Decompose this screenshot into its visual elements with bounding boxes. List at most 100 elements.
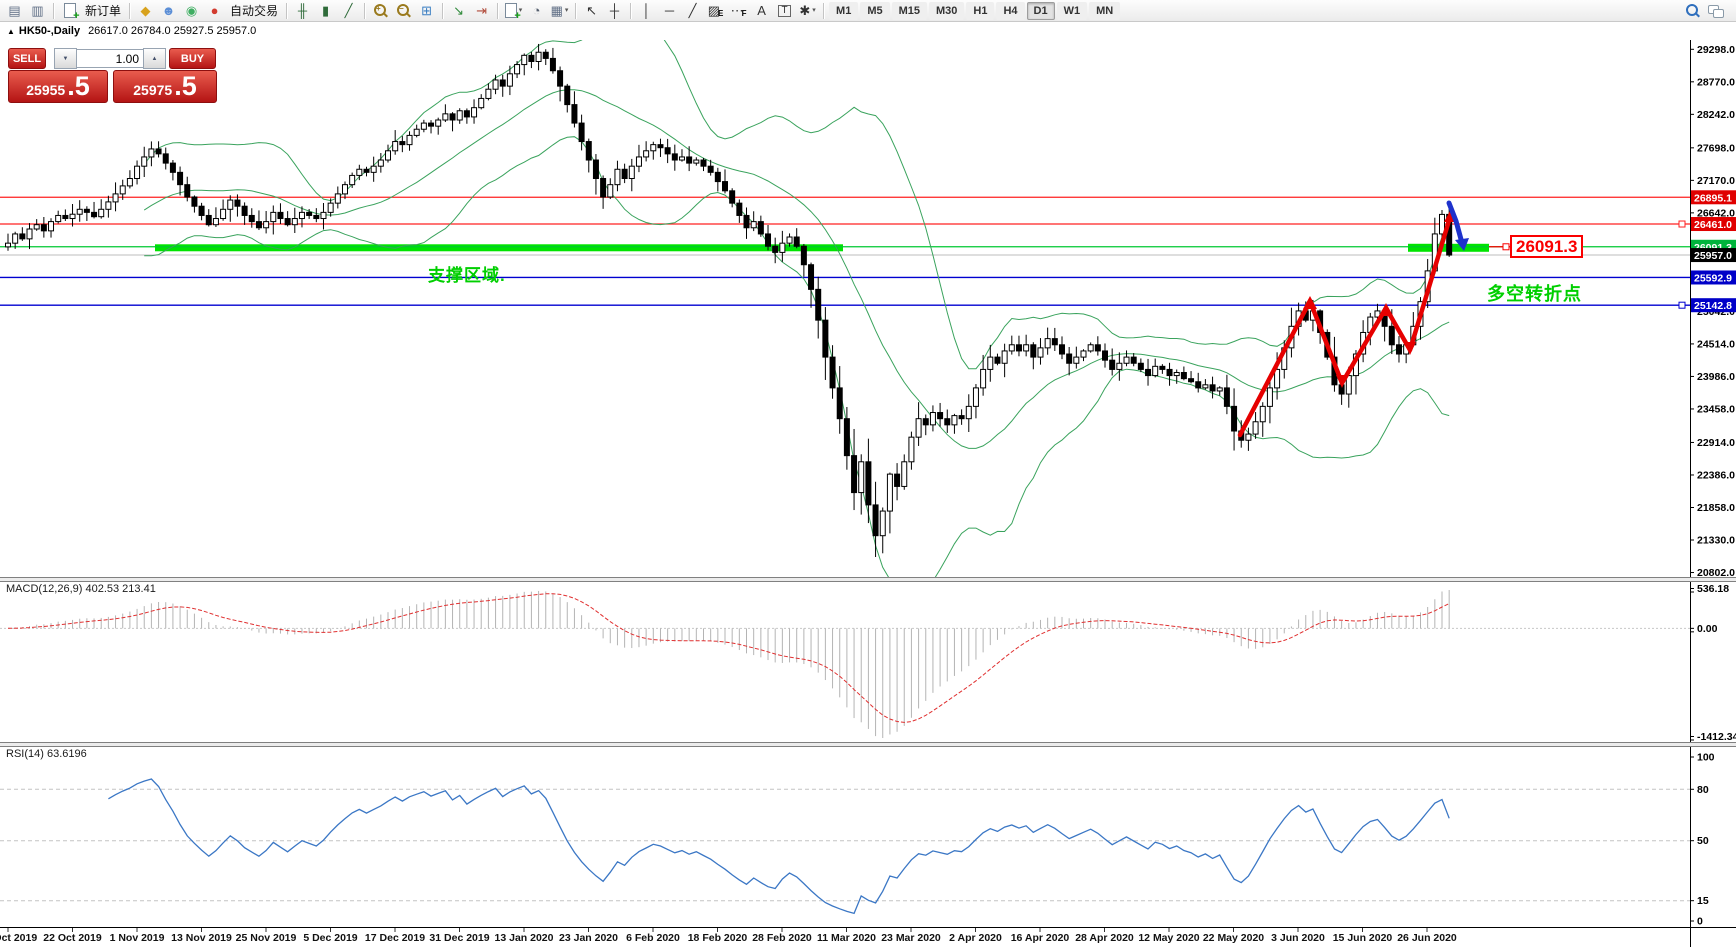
svg-text:23 Mar 2020: 23 Mar 2020 [881,932,941,944]
svg-text:31 Dec 2019: 31 Dec 2019 [429,932,489,944]
buy-price-button[interactable]: 25975 .5 [113,70,217,103]
svg-text:28 Feb 2020: 28 Feb 2020 [752,932,812,944]
buy-button[interactable]: BUY [169,48,216,69]
svg-text:25592.9: 25592.9 [1694,272,1732,284]
svg-text:13 Jan 2020: 13 Jan 2020 [495,932,554,944]
pane-divider[interactable] [0,577,1736,582]
toolbar-separator [364,2,366,19]
vertical-line-icon[interactable]: │ [642,3,651,18]
svg-text:0: 0 [1697,916,1703,928]
signals-icon[interactable]: ◉ [185,3,198,18]
price-callout-box[interactable]: 26091.3 [1510,235,1584,258]
fibonacci-icon[interactable]: ⋯ F [730,3,747,18]
toolbar-separator [575,2,577,19]
text-icon[interactable]: A [757,3,766,18]
svg-text:2 Apr 2020: 2 Apr 2020 [949,932,1002,944]
templates-icon[interactable]: + ▾ [502,1,525,22]
timeframe-button-d1[interactable]: D1 [1026,1,1055,20]
toolbar-group: ▤ ▥ [3,0,49,22]
svg-text:23 Jan 2020: 23 Jan 2020 [559,932,618,944]
svg-text:6 Feb 2020: 6 Feb 2020 [626,932,680,944]
svg-text:28 Apr 2020: 28 Apr 2020 [1075,932,1134,944]
svg-text:13 Nov 2019: 13 Nov 2019 [171,932,232,944]
svg-text:24514.0: 24514.0 [1697,338,1735,350]
svg-text:3 Jun 2020: 3 Jun 2020 [1271,932,1325,944]
text-label-icon[interactable]: T [773,1,796,20]
history-center-icon[interactable]: ◆ [140,3,151,18]
svg-text:26461.0: 26461.0 [1694,219,1732,231]
search-icon[interactable] [1681,1,1704,20]
chart-title-bar: ▲ HK50-,Daily 26617.0 26784.0 25927.5 25… [0,22,1736,40]
svg-text:22 May 2020: 22 May 2020 [1203,932,1264,944]
zoom-out-icon[interactable]: − [392,1,415,20]
timeframe-button-m5[interactable]: M5 [860,1,890,20]
toolbar-separator [286,2,288,19]
volume-input[interactable] [77,49,143,68]
main-toolbar: ▤ ▥ + 新订单 ◆ ☻ ◉ ● 自动交易 ╫ ▮ ╱ + − ⊞ ↘ ⇥ + ▾ ◔ ▦ ▾ ↖ ┼ │ ─ ╱ ▨ E ⋯ F A T ✱ ▾… [0,0,1736,22]
svg-text:15 Jun 2020: 15 Jun 2020 [1333,932,1393,944]
toolbar-group: + − ⊞ [369,0,438,22]
volume-down-button[interactable]: ▼ [54,48,77,69]
clock-icon[interactable]: ◔ [532,3,541,18]
new-order-label[interactable]: 新订单 [85,4,122,18]
arrows-icon[interactable]: ✱ ▾ [799,3,816,18]
buy-price-main: 25975 [133,82,173,98]
support-zone-label[interactable]: 支撑区域. [428,266,506,285]
ohlc-values: 26617.0 26784.0 25927.5 25957.0 [88,25,257,37]
svg-text:0.00: 0.00 [1697,623,1718,635]
tile-windows-icon[interactable]: ⊞ [421,3,432,18]
toolbar-separator [630,2,632,19]
timeframe-button-h4[interactable]: H4 [996,1,1025,20]
auto-scroll-icon[interactable]: ↘ [453,3,464,18]
svg-text:50: 50 [1697,835,1709,847]
toolbar-separator [823,2,825,19]
window-find-icon[interactable]: ▥ [31,3,44,18]
metaeditor-icon[interactable]: ☻ [161,3,176,18]
community-chat-icon[interactable] [1704,1,1727,20]
candlestick-chart-icon[interactable]: ▮ [321,3,330,18]
crosshair-icon[interactable]: ┼ [609,3,620,18]
svg-text:100: 100 [1697,752,1715,764]
svg-text:20802.0: 20802.0 [1697,567,1735,579]
svg-text:23458.0: 23458.0 [1697,403,1735,415]
trendline-icon[interactable]: ╱ [688,3,697,18]
toolbar-group: │ ─ ╱ ▨ E ⋯ F A T ✱ ▾ [635,0,819,22]
svg-text:25142.8: 25142.8 [1694,300,1732,312]
equidistant-channel-icon[interactable]: ▨ E [707,3,724,18]
timeframe-button-m1[interactable]: M1 [829,1,859,20]
volume-up-button[interactable]: ▲ [143,48,166,69]
periodicity-icon[interactable]: ▦ ▾ [550,3,569,18]
svg-text:21858.0: 21858.0 [1697,502,1735,514]
profile-icon[interactable]: ▤ [8,3,21,18]
autotrading-icon[interactable]: ● [210,3,219,18]
timeframe-button-m15[interactable]: M15 [891,1,927,20]
line-chart-icon[interactable]: ╱ [344,3,353,18]
sell-price-button[interactable]: 25955 .5 [8,70,108,103]
svg-text:21330.0: 21330.0 [1697,535,1735,547]
new-order-icon[interactable]: + [58,1,81,22]
chart-shift-icon[interactable]: ⇥ [476,3,487,18]
timeframe-button-w1[interactable]: W1 [1056,1,1088,20]
autotrading-label[interactable]: 自动交易 [230,4,279,18]
timeframe-button-mn[interactable]: MN [1089,1,1121,20]
pane-divider[interactable] [0,742,1736,747]
pivot-point-label[interactable]: 多空转折点 [1487,284,1582,304]
timeframe-group: M1 M5 M15 M30 H1 H4 D1 W1 MN [828,0,1121,22]
toolbar-group: ◆ ☻ ◉ ● 自动交易 [134,0,282,22]
horizontal-line-icon[interactable]: ─ [664,3,675,18]
svg-text:15: 15 [1697,895,1709,907]
svg-text:22 Oct 2019: 22 Oct 2019 [43,932,102,944]
bar-chart-icon[interactable]: ╫ [297,3,308,18]
collapse-triangle-icon[interactable]: ▲ [7,26,15,36]
zoom-in-icon[interactable]: + [369,1,392,20]
svg-text:22386.0: 22386.0 [1697,469,1735,481]
timeframe-button-m30[interactable]: M30 [929,1,965,20]
svg-text:1 Nov 2019: 1 Nov 2019 [110,932,165,944]
svg-text:12 May 2020: 12 May 2020 [1138,932,1199,944]
timeframe-button-h1[interactable]: H1 [966,1,995,20]
sell-button[interactable]: SELL [8,48,46,69]
toolbar-separator [497,2,499,19]
cursor-icon[interactable]: ↖ [586,3,597,18]
